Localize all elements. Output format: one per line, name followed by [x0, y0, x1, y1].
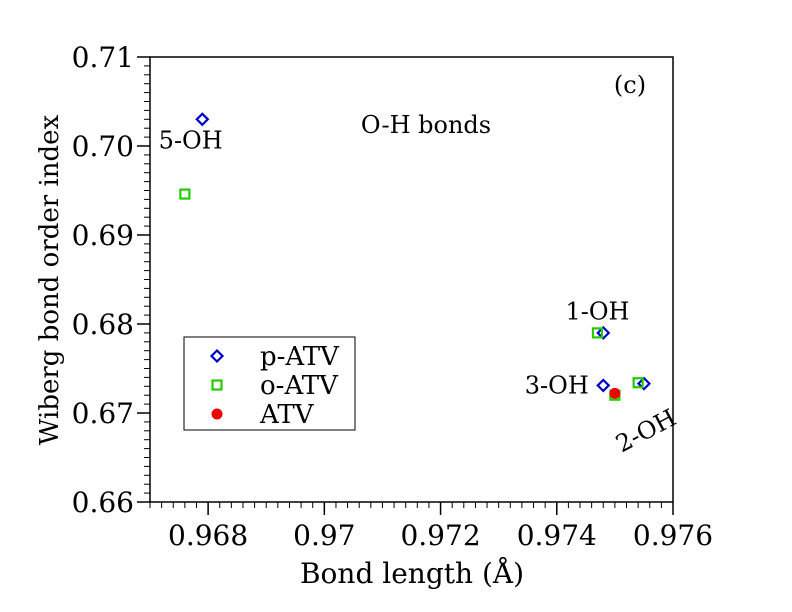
x-axis-label: Bond length (Å): [300, 557, 524, 590]
chart-subtitle: O-H bonds: [361, 111, 491, 139]
o-atv-point: [179, 188, 191, 200]
legend-label-atv: ATV: [259, 400, 315, 430]
panel-label: (c): [614, 71, 646, 99]
o-atv-point: [632, 377, 644, 389]
o-atv-point: [591, 327, 604, 339]
x-tick-label: 0.976: [633, 519, 713, 552]
legend-label-p-atv: p-ATV: [260, 342, 340, 372]
tick-labels: 0.968 0.97 0.972 0.974 0.976 0.66 0.67 0.68 0.69…: [72, 41, 713, 552]
annotation-1-oh: 1-OH: [565, 298, 629, 326]
x-tick-label: 0.97: [293, 519, 355, 552]
annotation-2-oh: 2-OH: [611, 403, 681, 458]
legend-marker-atv: [211, 408, 223, 420]
data-points: [179, 112, 652, 401]
annotation-5-oh: 5-OH: [159, 127, 223, 155]
annotation-3-oh: 3-OH: [525, 371, 589, 399]
x-tick-label: 0.968: [168, 519, 248, 552]
legend-marker-o-atv: [211, 379, 223, 391]
y-axis-label: Wiberg bond order index: [35, 114, 65, 445]
x-tick-label: 0.974: [517, 519, 597, 552]
legend-label-o-atv: o-ATV: [260, 371, 339, 401]
atv-point: [609, 387, 621, 399]
y-tick-label: 0.66: [72, 486, 134, 519]
y-tick-label: 0.69: [72, 219, 134, 252]
p-atv-point: [596, 378, 611, 393]
p-atv-point: [596, 325, 611, 340]
tick-marks: [137, 56, 674, 515]
p-atv-point: [195, 112, 210, 127]
p-atv-point: [636, 376, 652, 391]
y-tick-label: 0.70: [72, 130, 134, 163]
y-tick-label: 0.71: [72, 41, 134, 74]
legend-marker-p-atv: [209, 348, 225, 364]
x-tick-label: 0.972: [400, 519, 480, 552]
y-tick-label: 0.68: [72, 308, 134, 341]
y-tick-label: 0.67: [72, 397, 134, 430]
